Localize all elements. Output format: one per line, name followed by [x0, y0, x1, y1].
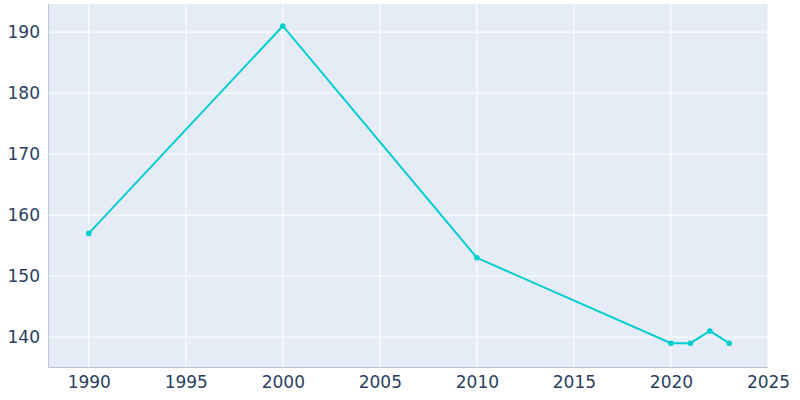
grid-line-x: [88, 4, 89, 367]
tick-label: 170: [8, 144, 40, 164]
marker: [280, 23, 286, 29]
chart: 1990 1995 2000 2005 2010 2015 2020 2025 140 150 16…: [0, 0, 800, 400]
marker: [668, 340, 674, 346]
tick-label: 2000: [262, 372, 305, 392]
tick-label: 2015: [553, 372, 596, 392]
tick: 2025: [747, 367, 790, 392]
marker: [707, 328, 713, 334]
tick-label: 1995: [165, 372, 208, 392]
grid-line-y: [48, 276, 768, 277]
grid-line-x: [379, 4, 380, 367]
grid-line-y: [48, 32, 768, 33]
y-axis: 140 150 160 170 180 190: [8, 5, 49, 368]
axis-line: [49, 367, 769, 368]
tick-label: 2025: [747, 372, 790, 392]
plot-area: [86, 23, 732, 346]
grid-line-y: [48, 154, 768, 155]
tick-label: 2020: [650, 372, 693, 392]
grid-line-x: [476, 4, 477, 367]
tick: 150: [8, 266, 48, 286]
grid-line-x: [768, 4, 769, 367]
tick: 170: [8, 144, 48, 164]
grid-line-x: [282, 4, 283, 367]
tick: 2020: [650, 367, 693, 392]
marker: [86, 231, 92, 237]
marker: [726, 340, 732, 346]
tick-label: 180: [8, 83, 40, 103]
tick-label: 160: [8, 205, 40, 225]
tick: 140: [8, 327, 48, 347]
tick: 180: [8, 83, 48, 103]
tick: 190: [8, 22, 48, 42]
tick: 2005: [359, 367, 402, 392]
line: [89, 26, 729, 343]
tick-label: 2010: [456, 372, 499, 392]
marker: [474, 255, 480, 261]
grid-line-y: [48, 215, 768, 216]
tick-label: 150: [8, 266, 40, 286]
x-axis: 1990 1995 2000 2005 2010 2015 2020 2025: [49, 367, 791, 392]
grid-line-x: [573, 4, 574, 367]
tick: 2015: [553, 367, 596, 392]
tick-label: 140: [8, 327, 40, 347]
tick: 160: [8, 205, 48, 225]
tick-label: 190: [8, 22, 40, 42]
axis-line: [48, 5, 49, 368]
grid-line-x: [185, 4, 186, 367]
plot-background: [48, 4, 768, 367]
marker: [688, 340, 694, 346]
tick: 1990: [68, 367, 111, 392]
tick: 2010: [456, 367, 499, 392]
tick: 1995: [165, 367, 208, 392]
grid: [48, 4, 768, 367]
tick-label: 2005: [359, 372, 402, 392]
tick-label: 1990: [68, 372, 111, 392]
grid-line-y: [48, 93, 768, 94]
tick: 2000: [262, 367, 305, 392]
grid-line-x: [670, 4, 671, 367]
